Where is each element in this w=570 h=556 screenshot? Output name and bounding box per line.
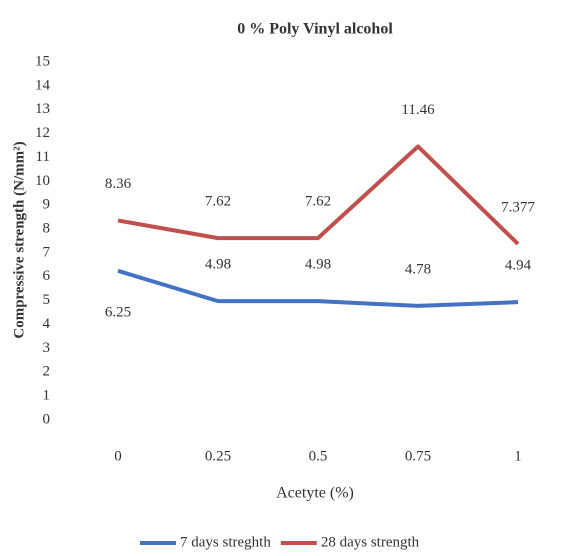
series-line xyxy=(117,268,519,308)
x-tick-label: 1 xyxy=(514,448,522,464)
data-label: 4.94 xyxy=(505,258,532,274)
y-tick-label: 4 xyxy=(43,316,51,332)
data-label: 4.98 xyxy=(305,257,331,273)
series-line xyxy=(117,144,520,246)
legend-label: 28 days strength xyxy=(321,534,420,550)
x-tick-label: 0 xyxy=(114,448,122,464)
y-tick-label: 15 xyxy=(35,53,50,69)
x-tick-label: 0.25 xyxy=(205,448,231,464)
legend-label: 7 days streghth xyxy=(180,534,271,550)
data-label: 7.62 xyxy=(305,194,331,210)
y-tick-label: 7 xyxy=(43,244,51,260)
data-label: 7.377 xyxy=(501,199,535,215)
y-tick-label: 13 xyxy=(35,101,50,117)
y-tick-label: 3 xyxy=(43,340,51,356)
x-tick-label: 0.5 xyxy=(309,448,328,464)
y-tick-label: 14 xyxy=(35,77,51,93)
y-tick-label: 8 xyxy=(43,221,51,237)
data-label: 8.36 xyxy=(105,176,132,192)
y-tick-label: 2 xyxy=(43,364,51,380)
y-tick-label: 9 xyxy=(43,197,51,213)
data-label: 7.62 xyxy=(205,194,231,210)
y-tick-label: 11 xyxy=(36,149,50,165)
y-tick-label: 0 xyxy=(43,411,51,427)
y-tick-label: 12 xyxy=(35,125,50,141)
data-label: 4.98 xyxy=(205,257,231,273)
data-label: 6.25 xyxy=(105,304,131,320)
data-label: 11.46 xyxy=(401,102,435,118)
y-tick-label: 1 xyxy=(43,388,51,404)
y-tick-label: 10 xyxy=(35,173,50,189)
chart-title: 0 % Poly Vinyl alcohol xyxy=(237,21,393,38)
y-tick-label: 5 xyxy=(43,292,51,308)
y-tick-label: 6 xyxy=(43,268,51,284)
x-axis-title: Acetyte (%) xyxy=(276,485,354,502)
y-axis-title: Compressive strength (N/mm²) xyxy=(11,141,27,338)
x-tick-label: 0.75 xyxy=(405,448,431,464)
data-label: 4.78 xyxy=(405,261,431,277)
